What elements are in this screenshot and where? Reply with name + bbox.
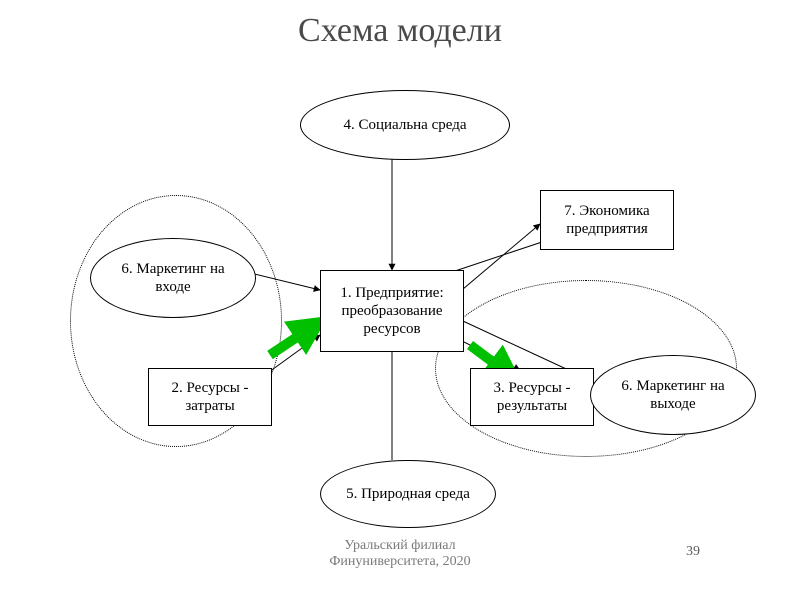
node-label: 3. Ресурсы - результаты [477,379,587,415]
node-marketing-input: 6. Маркетинг на входе [90,238,256,318]
node-label: 5. Природная среда [346,485,470,503]
node-enterprise: 1. Предприятие: преобразование ресурсов [320,270,464,352]
node-natural-environment: 5. Природная среда [320,460,496,528]
node-label: 6. Маркетинг на входе [103,260,243,296]
node-label: 4. Социальна среда [343,116,466,134]
node-label: 2. Ресурсы - затраты [155,379,265,415]
node-resources-costs: 2. Ресурсы - затраты [148,368,272,426]
node-economics: 7. Экономика предприятия [540,190,674,250]
node-label: 7. Экономика предприятия [547,202,667,238]
node-label: 6. Маркетинг на выходе [603,377,743,413]
node-marketing-output: 6. Маркетинг на выходе [590,355,756,435]
node-label: 1. Предприятие: преобразование ресурсов [327,284,457,338]
diagram-canvas: 1. Предприятие: преобразование ресурсов … [0,0,800,600]
node-social-environment: 4. Социальна среда [300,90,510,160]
node-resources-results: 3. Ресурсы - результаты [470,368,594,426]
